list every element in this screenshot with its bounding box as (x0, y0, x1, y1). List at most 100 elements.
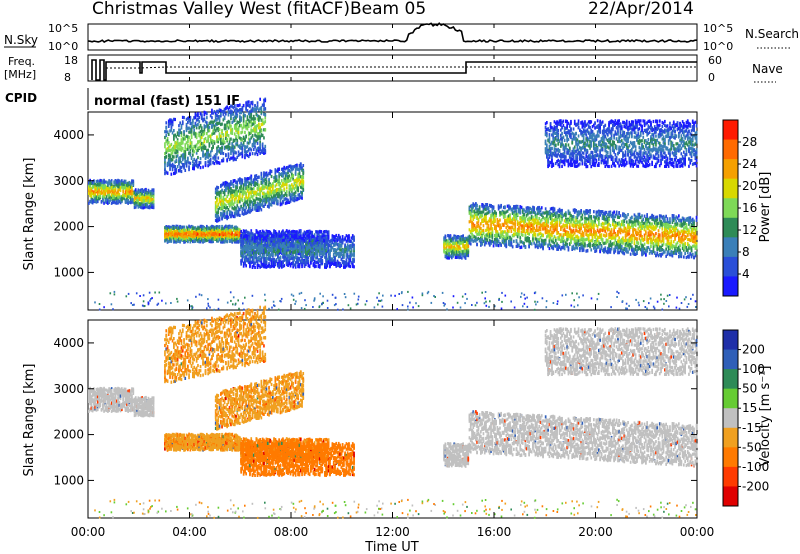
power-cell (282, 201, 284, 204)
power-cell (264, 113, 266, 116)
power-cell (262, 145, 264, 148)
power-cell (190, 162, 192, 165)
power-cell (171, 143, 173, 146)
power-cell (221, 129, 223, 132)
power-cell (248, 125, 250, 128)
power-cell (252, 101, 254, 104)
power-cell (268, 178, 270, 181)
power-cell (263, 254, 265, 257)
power-cell (247, 145, 249, 148)
power-cell (223, 158, 225, 161)
power-cell (243, 104, 245, 107)
power-cell (258, 245, 260, 248)
power-cell (267, 234, 269, 237)
power-cell (172, 123, 174, 126)
power-cell (264, 148, 266, 151)
power-cell (281, 192, 283, 195)
power-cell (233, 185, 235, 188)
power-cell (176, 168, 178, 171)
power-cell (225, 154, 227, 157)
power-cell (292, 174, 294, 177)
power-cell (192, 121, 194, 124)
power-cell (239, 214, 241, 217)
power-cell (263, 104, 265, 107)
power-cell (224, 116, 226, 119)
power-cell (173, 137, 175, 140)
power-cell (264, 116, 266, 119)
power-cell (221, 146, 223, 149)
power-cell (165, 155, 167, 158)
power-cell (223, 133, 225, 136)
power-cell (193, 167, 195, 170)
power-cell (176, 159, 178, 162)
power-cell (181, 170, 183, 173)
power-cell (261, 172, 263, 175)
power-cell (302, 181, 304, 184)
power-cell (262, 249, 264, 252)
power-cell (198, 120, 200, 123)
power-cell (300, 230, 302, 233)
power-cell (215, 156, 217, 159)
power-cell (258, 123, 260, 126)
power-cell (272, 185, 274, 188)
power-cell (243, 117, 245, 120)
power-cell (264, 99, 266, 102)
power-cell (187, 157, 189, 160)
power-cell (264, 120, 266, 123)
power-cell (286, 190, 288, 193)
power-cell (99, 195, 101, 198)
power-cell (242, 199, 244, 202)
power-cell (165, 127, 167, 130)
power-cell (259, 193, 261, 196)
power-cell (209, 126, 211, 129)
power-cell (183, 116, 185, 119)
power-cell (228, 152, 230, 155)
power-cell (266, 179, 268, 182)
power-cell (200, 139, 202, 142)
power-cell (254, 266, 256, 269)
power-cell (164, 145, 166, 148)
power-cell (258, 176, 260, 179)
nave-tick-low: 0 (708, 71, 715, 84)
noise-tick-high-right: 10^5 (703, 22, 733, 35)
power-cell (187, 140, 189, 143)
power-cell (259, 98, 261, 101)
power-cell (229, 140, 231, 143)
power-cell (231, 212, 233, 215)
nave-label: Nave (752, 62, 783, 76)
power-cell (278, 179, 280, 182)
power-cell (184, 153, 186, 156)
power-cell (239, 104, 241, 107)
power-cell (264, 128, 266, 131)
power-cell (205, 146, 207, 149)
power-cell (221, 217, 223, 220)
power-cell (250, 251, 252, 254)
power-cell (261, 245, 263, 248)
power-cell (225, 112, 227, 115)
power-cell (302, 176, 304, 179)
power-cell (191, 130, 193, 133)
power-cell (153, 195, 155, 198)
freq-label-line1: Freq. (8, 55, 35, 68)
power-cell (219, 118, 221, 121)
power-cell (302, 185, 304, 188)
power-cell (184, 169, 186, 172)
power-cell (245, 135, 247, 138)
power-cell (164, 163, 166, 166)
power-cell (132, 183, 134, 186)
power-cell (233, 113, 235, 116)
power-cell (210, 162, 212, 165)
power-cell (247, 109, 249, 112)
power-cell (204, 132, 206, 135)
power-cell (254, 201, 256, 204)
power-cell (235, 135, 237, 138)
power-cell (234, 104, 236, 107)
power-cell (263, 136, 265, 139)
power-cell (271, 170, 273, 173)
power-cell (210, 154, 212, 157)
power-cell (259, 143, 261, 146)
power-cell (261, 129, 263, 132)
power-cell (286, 183, 288, 186)
freq-tick-high: 18 (64, 54, 78, 67)
power-cell (244, 114, 246, 117)
